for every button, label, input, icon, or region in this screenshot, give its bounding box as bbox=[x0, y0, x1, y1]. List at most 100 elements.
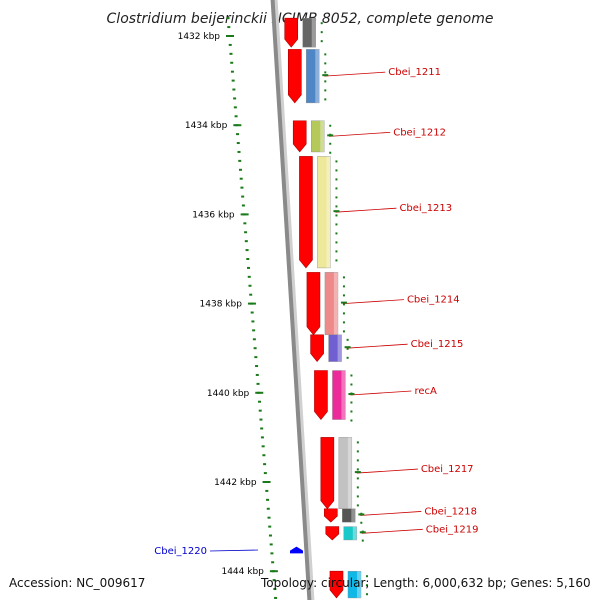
gene-Cbei_1220: Cbei_1220 bbox=[154, 546, 303, 557]
gene-label: Cbei_1219 bbox=[426, 524, 479, 535]
track-dot bbox=[335, 241, 338, 244]
function-bar-highlight bbox=[356, 571, 361, 598]
track-dot bbox=[335, 232, 338, 235]
ruler-tick-label: 1440 kbp bbox=[207, 389, 250, 399]
function-bar-highlight bbox=[320, 120, 325, 152]
track-dot bbox=[356, 486, 359, 489]
gene-leader-line bbox=[346, 343, 408, 349]
track-dot bbox=[335, 205, 338, 208]
topology-text: Topology: circular; Length: 6,000,632 bp… bbox=[261, 576, 591, 590]
track-dot bbox=[356, 459, 359, 462]
track-dot bbox=[324, 80, 327, 83]
function-bar-highlight bbox=[351, 508, 356, 523]
function-bar bbox=[343, 526, 357, 541]
track-dot bbox=[356, 495, 359, 498]
gene-label: recA bbox=[414, 386, 437, 397]
track-dot bbox=[324, 89, 327, 92]
cds-arrow bbox=[299, 156, 313, 269]
gene-label: Cbei_1217 bbox=[421, 464, 474, 475]
function-bar-highlight bbox=[352, 526, 357, 540]
cds-arrow bbox=[284, 17, 299, 48]
track-dot bbox=[356, 468, 359, 471]
track-dot bbox=[342, 294, 345, 297]
gene-leader-line bbox=[335, 207, 397, 213]
gene-leader-line bbox=[360, 511, 422, 516]
map-title: Clostridium beijerinckii NCIMB 8052, com… bbox=[107, 11, 494, 27]
track-dot bbox=[350, 410, 353, 413]
gene-label: Cbei_1220 bbox=[154, 546, 207, 557]
track-dot bbox=[335, 160, 338, 163]
gene-Cbei_1215: Cbei_1215 bbox=[310, 334, 464, 363]
kbp-ruler: 1432 kbp 1434 kbp 1436 kbp 1438 kbp 1440 kbp… bbox=[178, 17, 278, 599]
track-dot bbox=[365, 593, 368, 596]
gene-Cbei_1212: Cbei_1212 bbox=[292, 120, 446, 154]
ruler-tick-label: 1442 kbp bbox=[214, 478, 257, 488]
track-dot bbox=[324, 53, 327, 56]
reverse-cds-arrow bbox=[290, 546, 303, 554]
gene-Cbei_1211: Cbei_1211 bbox=[287, 49, 441, 104]
track-dot bbox=[329, 124, 332, 127]
gene-leader-line bbox=[209, 549, 259, 552]
gene-unnamed bbox=[284, 17, 323, 48]
cds-arrow bbox=[310, 334, 324, 363]
genome-backbone bbox=[270, 0, 315, 600]
gene-leader-line bbox=[329, 131, 391, 137]
ruler-tick-label: 1432 kbp bbox=[178, 32, 221, 42]
gene-label: Cbei_1212 bbox=[393, 127, 446, 138]
cds-arrow bbox=[287, 49, 302, 104]
track-dot bbox=[356, 441, 359, 444]
gene-Cbei_1218: Cbei_1218 bbox=[324, 506, 477, 524]
function-bar-highlight bbox=[337, 334, 342, 362]
cds-arrow bbox=[292, 120, 307, 153]
function-bar-highlight bbox=[333, 272, 338, 335]
track-dot bbox=[356, 504, 359, 507]
gene-leader-line bbox=[342, 299, 404, 304]
track-dot bbox=[320, 22, 323, 25]
track-dot bbox=[324, 71, 327, 74]
cds-arrow bbox=[314, 370, 328, 421]
function-bar-highlight bbox=[341, 370, 346, 420]
track-dot bbox=[335, 250, 338, 253]
track-dot bbox=[335, 259, 338, 262]
track-dot bbox=[335, 223, 338, 226]
track-dot bbox=[361, 539, 364, 542]
track-dot bbox=[356, 477, 359, 480]
cds-arrow bbox=[324, 508, 338, 523]
ruler-tick-label: 1434 kbp bbox=[185, 121, 228, 131]
track-dot bbox=[342, 312, 345, 315]
cds-arrow bbox=[306, 272, 321, 336]
gene-label: Cbei_1218 bbox=[424, 506, 477, 517]
function-bar bbox=[332, 370, 346, 420]
gene-recA: recA bbox=[314, 370, 437, 422]
gene-label: Cbei_1211 bbox=[388, 67, 441, 78]
track-dot bbox=[320, 31, 323, 34]
gene-label: Cbei_1215 bbox=[411, 339, 464, 350]
track-dot bbox=[350, 419, 353, 422]
gene-Cbei_1219: Cbei_1219 bbox=[325, 524, 479, 542]
function-bar bbox=[342, 508, 356, 523]
track-dot bbox=[329, 151, 332, 154]
track-dot bbox=[335, 214, 338, 217]
track-dot bbox=[350, 374, 353, 377]
function-bar-highlight bbox=[315, 49, 320, 103]
track-dot bbox=[356, 450, 359, 453]
ruler-tick-label: 1438 kbp bbox=[200, 300, 243, 310]
accession-text: Accession: NC_009617 bbox=[9, 576, 146, 590]
track-dot bbox=[346, 356, 349, 359]
gene-Cbei_1214: Cbei_1214 bbox=[306, 272, 460, 336]
gene-label: Cbei_1213 bbox=[399, 203, 452, 214]
track-dot bbox=[342, 321, 345, 324]
function-bar-highlight bbox=[326, 156, 331, 268]
function-bar-highlight bbox=[347, 437, 352, 509]
gene-Cbei_1213: Cbei_1213 bbox=[299, 156, 452, 269]
function-bar bbox=[302, 17, 316, 48]
track-dot bbox=[350, 383, 353, 386]
track-dot bbox=[335, 178, 338, 181]
backbone-line bbox=[270, 0, 312, 600]
gene-unnamed bbox=[329, 570, 368, 599]
track-dot bbox=[324, 62, 327, 65]
gene-leader-line bbox=[324, 71, 386, 77]
track-dot bbox=[324, 98, 327, 101]
ruler-tick-label: 1444 kbp bbox=[221, 567, 264, 577]
function-bar bbox=[306, 49, 320, 104]
